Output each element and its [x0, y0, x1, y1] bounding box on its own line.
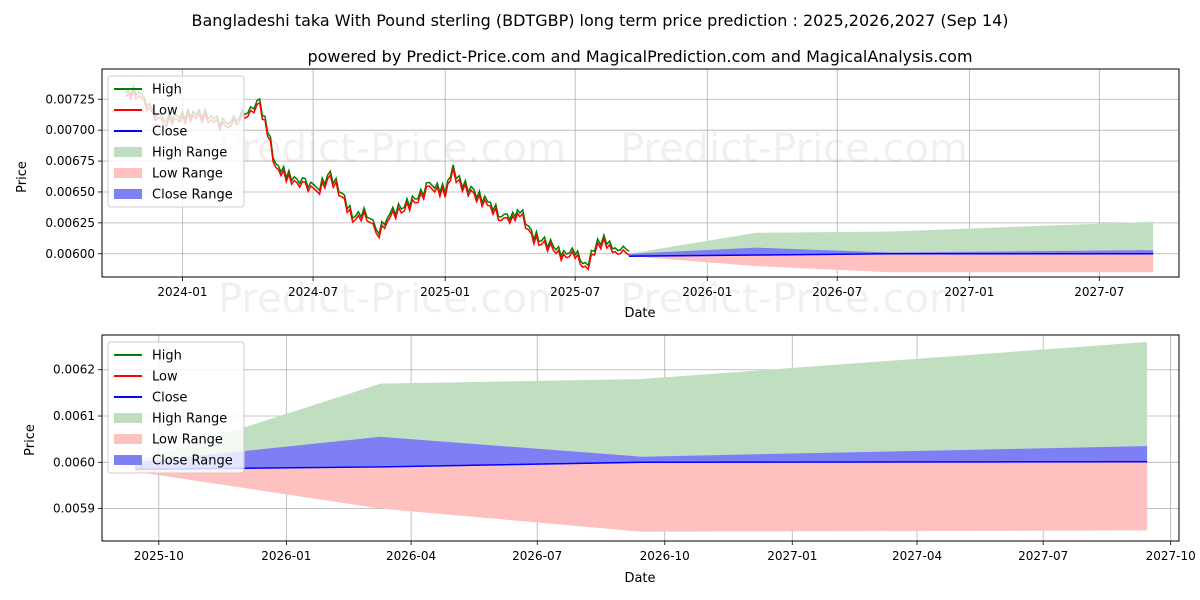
low-range-area	[135, 461, 1148, 532]
y-tick-label: 0.00675	[45, 154, 95, 168]
close-range-area	[629, 247, 1154, 257]
close-series-line	[135, 461, 1148, 470]
legend-item-close-label: Close	[152, 391, 187, 406]
high-range-area	[135, 341, 1148, 470]
x-tick-label: 2025-01	[420, 285, 470, 299]
legend-item-close-range-label: Close Range	[152, 454, 233, 469]
watermark-layer: Predict-Price.com Predict-Price.com Predic…	[218, 126, 968, 322]
y-tick-label: 0.0059	[53, 502, 95, 516]
close-series-line	[628, 253, 1154, 257]
legend-item-high-range-swatch	[114, 147, 142, 157]
x-tick-label: 2027-01	[767, 549, 817, 563]
y-tick-label: 0.0061	[53, 409, 95, 423]
chart-subtitle: powered by Predict-Price.com and Magical…	[307, 47, 972, 66]
x-axis-label: Date	[624, 571, 655, 586]
plot-frame	[101, 68, 1180, 278]
range-fills	[135, 341, 1148, 532]
legend-item-low-label: Low	[152, 370, 178, 385]
x-tick-label: 2025-10	[134, 549, 184, 563]
top-chart: Predict-Price.com Predict-Price.com Predic…	[15, 68, 1180, 322]
y-tick-label: 0.00725	[45, 92, 95, 106]
high-range-area	[629, 221, 1154, 257]
legend-item-low-label: Low	[152, 104, 178, 119]
x-tick-label: 2025-07	[550, 285, 600, 299]
watermark-text: Predict-Price.com	[218, 126, 566, 172]
range-fills	[629, 221, 1154, 273]
y-tick-label: 0.00600	[45, 247, 95, 261]
legend-item-close-label: Close	[152, 125, 187, 140]
x-ticks: 2024-01 2024-07 2025-01 2025-07 2026-01 2026-…	[157, 277, 1124, 299]
legend-item-close-range-swatch	[114, 189, 142, 199]
x-tick-label: 2027-07	[1018, 549, 1068, 563]
close-range-area	[135, 436, 1148, 470]
x-axis-label: Date	[624, 306, 655, 321]
x-tick-label: 2026-07	[812, 285, 862, 299]
x-tick-label: 2026-10	[640, 549, 690, 563]
y-tick-label: 0.00650	[45, 185, 95, 199]
y-tick-label: 0.0060	[53, 455, 95, 469]
x-tick-label: 2024-01	[157, 285, 207, 299]
x-tick-label: 2026-01	[682, 285, 732, 299]
legend-item-low-range-swatch	[114, 168, 142, 178]
y-axis-label: Price	[23, 424, 38, 456]
plot-frame	[101, 334, 1180, 542]
x-tick-label: 2026-01	[261, 549, 311, 563]
legend-item-high-label: High	[152, 83, 182, 98]
y-tick-label: 0.0062	[53, 363, 95, 377]
y-ticks: 0.00600 0.00625 0.00650 0.00675 0.00700 0.007…	[45, 92, 102, 261]
series-lines	[135, 461, 1148, 470]
x-tick-label: 2026-04	[386, 549, 436, 563]
legend-item-low-range-label: Low Range	[152, 167, 223, 182]
x-tick-label: 2026-07	[512, 549, 562, 563]
y-tick-label: 0.00700	[45, 123, 95, 137]
x-tick-label: 2027-04	[892, 549, 942, 563]
legend-item-low-range-swatch	[114, 434, 142, 444]
x-tick-label: 2027-01	[944, 285, 994, 299]
x-tick-label: 2027-07	[1074, 285, 1124, 299]
legend-item-close-range-swatch	[114, 455, 142, 465]
chart-title: Bangladeshi taka With Pound sterling (BD…	[191, 11, 1008, 30]
x-tick-label: 2024-07	[288, 285, 338, 299]
legend-item-high-range-label: High Range	[152, 412, 227, 427]
legend: High Low Close High Range Low Range Close Ran…	[107, 341, 245, 474]
low-range-area	[629, 253, 1154, 273]
legend-item-high-range-swatch	[114, 413, 142, 423]
legend-item-high-label: High	[152, 349, 182, 364]
watermark-text: Predict-Price.com	[218, 276, 566, 322]
x-tick-label: 2027-10	[1146, 549, 1196, 563]
legend-item-low-range-label: Low Range	[152, 433, 223, 448]
y-ticks: 0.0059 0.0060 0.0061 0.0062	[53, 363, 102, 516]
legend-item-close-range-label: Close Range	[152, 188, 233, 203]
watermark-text: Predict-Price.com	[620, 126, 968, 172]
x-ticks: 2025-10 2026-01 2026-04 2026-07 2026-10 2027-…	[134, 541, 1196, 563]
legend-item-high-range-label: High Range	[152, 146, 227, 161]
watermark-text: Predict-Price.com	[620, 276, 968, 322]
y-tick-label: 0.00625	[45, 216, 95, 230]
y-axis-label: Price	[15, 161, 30, 193]
legend: High Low Close High Range Low Range Close Ran…	[107, 75, 245, 208]
